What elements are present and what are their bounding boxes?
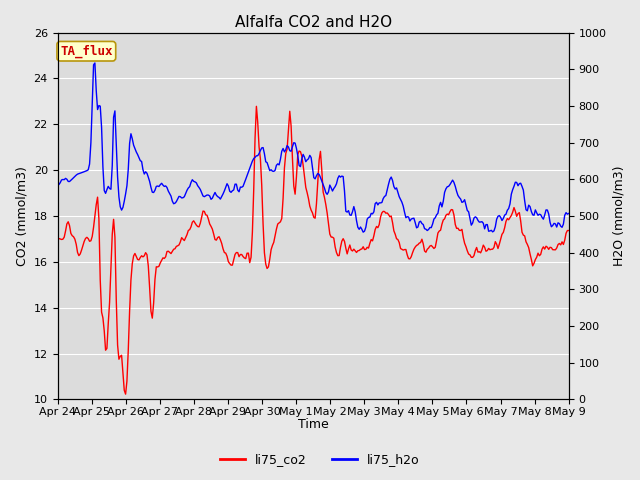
Legend: li75_co2, li75_h2o: li75_co2, li75_h2o — [215, 448, 425, 471]
Title: Alfalfa CO2 and H2O: Alfalfa CO2 and H2O — [235, 15, 392, 30]
Y-axis label: CO2 (mmol/m3): CO2 (mmol/m3) — [15, 166, 28, 266]
X-axis label: Time: Time — [298, 419, 328, 432]
Text: TA_flux: TA_flux — [60, 45, 113, 58]
Y-axis label: H2O (mmol/m3): H2O (mmol/m3) — [612, 166, 625, 266]
